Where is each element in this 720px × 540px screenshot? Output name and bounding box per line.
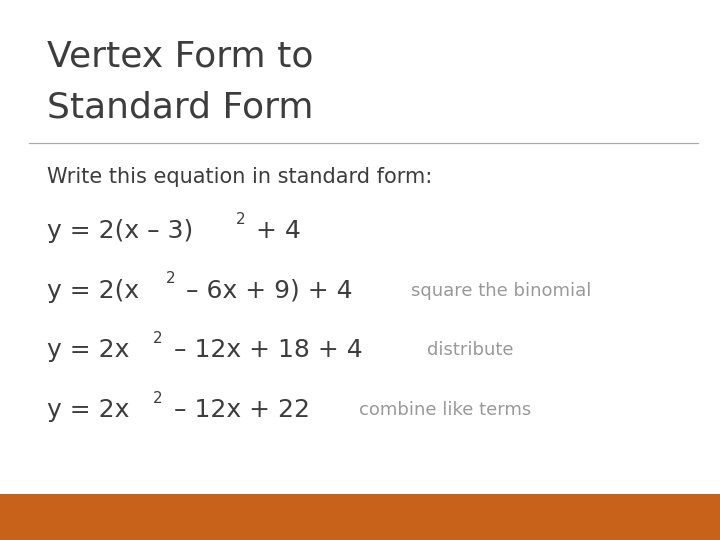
Text: y = 2x: y = 2x: [47, 399, 129, 422]
Text: y = 2x: y = 2x: [47, 338, 129, 362]
Text: – 12x + 18 + 4: – 12x + 18 + 4: [166, 338, 362, 362]
Text: 2: 2: [153, 391, 163, 406]
Bar: [0, 494, 720, 540]
Text: distribute: distribute: [426, 341, 513, 359]
Text: – 12x + 22: – 12x + 22: [166, 399, 310, 422]
Text: 2: 2: [166, 271, 175, 286]
Text: – 6x + 9) + 4: – 6x + 9) + 4: [178, 279, 353, 302]
Text: Vertex Form to: Vertex Form to: [47, 40, 313, 73]
Text: Standard Form: Standard Form: [47, 91, 313, 125]
Text: 2: 2: [153, 330, 163, 346]
Text: + 4: + 4: [248, 219, 301, 243]
Text: square the binomial: square the binomial: [410, 281, 591, 300]
Text: 2: 2: [235, 212, 245, 227]
Text: combine like terms: combine like terms: [359, 401, 531, 420]
Text: y = 2(x – 3): y = 2(x – 3): [47, 219, 193, 243]
Text: y = 2(x: y = 2(x: [47, 279, 139, 302]
Text: Write this equation in standard form:: Write this equation in standard form:: [47, 167, 432, 187]
